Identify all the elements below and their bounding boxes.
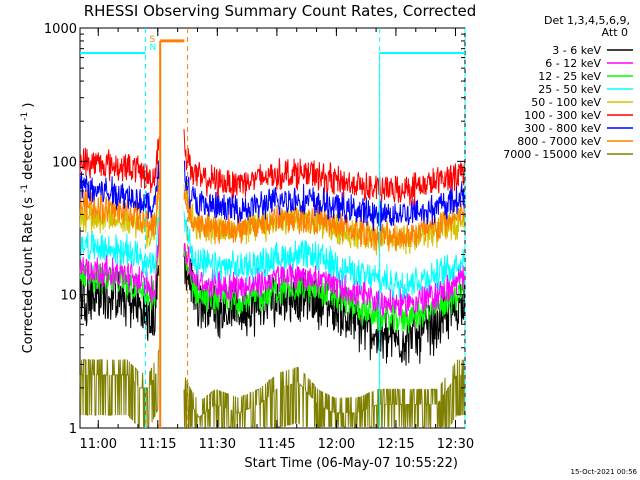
x-tick-label: 12:15: [377, 437, 414, 452]
y-axis-label-main: Corrected Count Rate (s: [21, 197, 36, 354]
series-line-25-50: [79, 197, 466, 300]
y-axis-label: Corrected Count Rate (s -1 detector -1 ): [16, 103, 36, 354]
x-tick-label: 11:45: [258, 437, 295, 452]
series-line-100-300: [79, 129, 466, 206]
legend-label: 50 - 100 keV: [531, 96, 601, 109]
x-tick-label: 11:30: [199, 437, 236, 452]
y-axis-label-sup2: -1: [20, 112, 30, 121]
saa-label-n: N: [149, 43, 156, 53]
y-axis-label-sup1: -1: [20, 184, 30, 193]
y-axis-label-end: ): [21, 103, 36, 108]
overlay-layer: SN: [80, 28, 466, 428]
legend-label: 7000 - 15000 keV: [503, 148, 601, 161]
legend-header-line2: Att 0: [602, 26, 628, 39]
y-tick-label: 1: [69, 422, 77, 437]
series-line-300-800: [79, 160, 466, 232]
x-tick-label: 11:15: [139, 437, 176, 452]
y-tick-label: 10: [60, 289, 77, 304]
legend-label: 12 - 25 keV: [538, 70, 601, 83]
legend-label: 100 - 300 keV: [524, 109, 601, 122]
series-line-7000-15000: [79, 349, 466, 428]
y-axis-label-mid: detector: [21, 124, 36, 180]
x-axis-label: Start Time (06-May-07 10:55:22): [244, 456, 458, 471]
x-tick-label: 12:30: [437, 437, 474, 452]
legend-label: 300 - 800 keV: [524, 122, 601, 135]
plot-area: SN: [79, 27, 466, 429]
series-line-6-12: [79, 218, 466, 318]
timestamp: 15-Oct-2021 00:56: [571, 468, 638, 476]
legend-label: 800 - 7000 keV: [517, 135, 601, 148]
legend-label: 3 - 6 keV: [552, 44, 601, 57]
chart-title: RHESSI Observing Summary Count Rates, Co…: [84, 2, 477, 20]
series-layer: [79, 129, 466, 428]
x-tick-label: 11:00: [80, 437, 117, 452]
legend-label: 25 - 50 keV: [538, 83, 601, 96]
y-axis: 1 10 100 1000: [44, 22, 465, 437]
legend-label: 6 - 12 keV: [545, 57, 601, 70]
x-tick-label: 12:00: [318, 437, 355, 452]
y-tick-label: 100: [52, 155, 77, 170]
x-axis: 11:00 11:15 11:30 11:45 12:00 12:15 12:30: [80, 28, 474, 452]
legend-header-line1: Det 1,3,4,5,6,9,: [544, 14, 630, 27]
y-tick-label: 1000: [44, 22, 77, 37]
series-line-800-7000: [79, 171, 466, 252]
saa-label-s: S: [149, 35, 155, 45]
